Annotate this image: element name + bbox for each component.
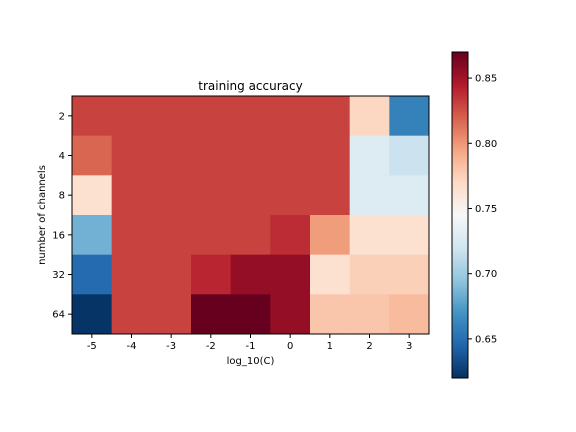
y-axis-ticks: 2 4 8 16 32 64 — [52, 111, 72, 321]
heatmap-cell — [270, 96, 311, 137]
heatmap-cell — [389, 215, 430, 256]
y-tick-label: 16 — [52, 230, 65, 241]
colorbar-tick-label: 0.75 — [475, 204, 497, 215]
heatmap-cell — [111, 215, 152, 256]
heatmap-cell — [72, 135, 113, 176]
chart-title: training accuracy — [198, 79, 302, 93]
heatmap-cell — [349, 254, 390, 295]
heatmap-cell — [349, 175, 390, 216]
heatmap-cell — [270, 254, 311, 295]
heatmap-cell — [389, 294, 430, 335]
heatmap-cell — [389, 96, 430, 137]
y-tick-label: 8 — [59, 191, 65, 202]
heatmap-cell — [72, 175, 113, 216]
heatmap-cell — [191, 175, 232, 216]
heatmap-cell — [72, 215, 113, 256]
x-tick-label: 0 — [287, 341, 293, 352]
x-tick-label: 2 — [366, 341, 372, 352]
heatmap-cell — [270, 294, 311, 335]
x-tick-label: -4 — [127, 341, 137, 352]
x-axis-ticks: -5 -4 -3 -2 -1 0 1 2 3 — [87, 334, 412, 352]
heatmap-cell — [191, 215, 232, 256]
colorbar-tick-label: 0.65 — [475, 334, 497, 345]
heatmap-cell — [310, 175, 351, 216]
x-tick-label: -2 — [206, 341, 216, 352]
colorbar-tick-label: 0.80 — [475, 139, 497, 150]
heatmap-cell — [151, 215, 192, 256]
heatmap-cell — [230, 254, 271, 295]
colorbar-tick-label: 0.85 — [475, 74, 497, 85]
y-tick-label: 4 — [59, 151, 65, 162]
colorbar-tick-label: 0.70 — [475, 269, 497, 280]
heatmap-cell — [270, 135, 311, 176]
y-axis-label: number of channels — [37, 165, 48, 265]
heatmap-cells — [72, 96, 430, 335]
heatmap-cell — [191, 254, 232, 295]
heatmap-cell — [111, 294, 152, 335]
heatmap-cell — [310, 96, 351, 137]
heatmap-cell — [310, 294, 351, 335]
heatmap-cell — [151, 135, 192, 176]
heatmap-cell — [151, 96, 192, 137]
heatmap-cell — [111, 135, 152, 176]
colorbar-ticks: 0.65 0.70 0.75 0.80 0.85 — [468, 74, 497, 345]
heatmap-cell — [389, 175, 430, 216]
x-tick-label: 3 — [406, 341, 412, 352]
heatmap-cell — [230, 215, 271, 256]
y-tick-label: 2 — [59, 111, 65, 122]
x-tick-label: -1 — [246, 341, 256, 352]
heatmap-cell — [151, 254, 192, 295]
heatmap-cell — [230, 175, 271, 216]
heatmap-cell — [72, 254, 113, 295]
heatmap-cell — [310, 254, 351, 295]
heatmap-cell — [230, 294, 271, 335]
heatmap-cell — [389, 135, 430, 176]
heatmap-cell — [72, 294, 113, 335]
heatmap-cell — [111, 96, 152, 137]
heatmap-cell — [310, 215, 351, 256]
heatmap-cell — [191, 135, 232, 176]
heatmap-cell — [151, 175, 192, 216]
heatmap-cell — [389, 254, 430, 295]
heatmap-cell — [111, 175, 152, 216]
y-tick-label: 32 — [52, 270, 65, 281]
heatmap-cell — [72, 96, 113, 137]
y-tick-label: 64 — [52, 310, 65, 321]
heatmap-cell — [310, 135, 351, 176]
heatmap-cell — [111, 254, 152, 295]
heatmap-cell — [151, 294, 192, 335]
heatmap-cell — [349, 135, 390, 176]
heatmap-cell — [349, 215, 390, 256]
heatmap-cell — [349, 294, 390, 335]
x-axis-label: log_10(C) — [227, 356, 275, 367]
heatmap-cell — [230, 135, 271, 176]
heatmap-cell — [349, 96, 390, 137]
heatmap-cell — [191, 294, 232, 335]
x-tick-label: -5 — [87, 341, 97, 352]
heatmap-cell — [191, 96, 232, 137]
heatmap-cell — [270, 215, 311, 256]
x-tick-label: 1 — [327, 341, 333, 352]
colorbar — [451, 51, 469, 379]
x-tick-label: -3 — [166, 341, 176, 352]
heatmap-cell — [230, 96, 271, 137]
heatmap-cell — [270, 175, 311, 216]
